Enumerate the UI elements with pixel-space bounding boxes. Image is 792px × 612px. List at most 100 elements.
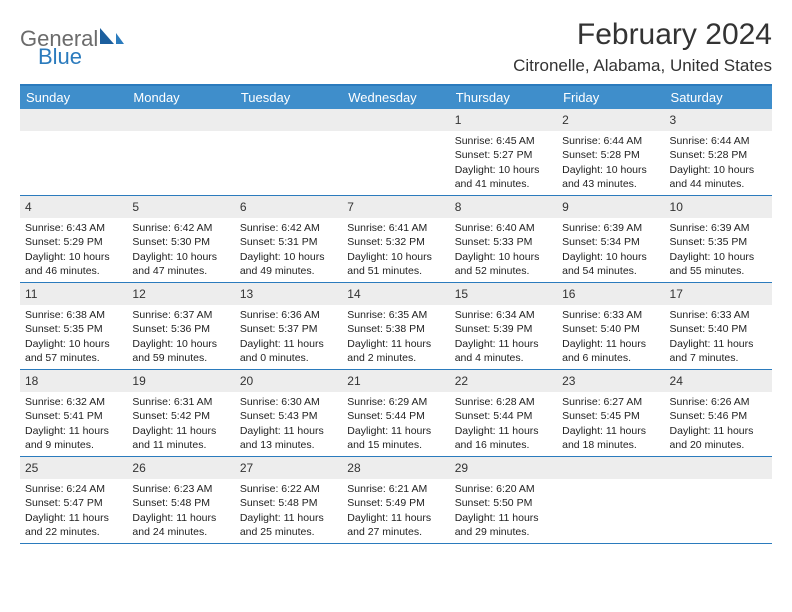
week-row: 25Sunrise: 6:24 AMSunset: 5:47 PMDayligh… — [20, 457, 772, 544]
weekday-header: Sunday — [20, 86, 127, 109]
day-body: Sunrise: 6:29 AMSunset: 5:44 PMDaylight:… — [342, 392, 449, 456]
daylight-line: Daylight: 10 hours and 54 minutes. — [562, 250, 660, 278]
day-body: Sunrise: 6:42 AMSunset: 5:31 PMDaylight:… — [235, 218, 342, 282]
day-number: 1 — [450, 109, 557, 131]
day-cell: 8Sunrise: 6:40 AMSunset: 5:33 PMDaylight… — [450, 196, 557, 282]
sunrise-line: Sunrise: 6:33 AM — [562, 308, 660, 322]
sunset-line: Sunset: 5:41 PM — [25, 409, 123, 423]
daylight-line: Daylight: 11 hours and 18 minutes. — [562, 424, 660, 452]
day-cell: 27Sunrise: 6:22 AMSunset: 5:48 PMDayligh… — [235, 457, 342, 543]
day-body: Sunrise: 6:30 AMSunset: 5:43 PMDaylight:… — [235, 392, 342, 456]
sunrise-line: Sunrise: 6:31 AM — [132, 395, 230, 409]
day-number: 29 — [450, 457, 557, 479]
day-body: Sunrise: 6:34 AMSunset: 5:39 PMDaylight:… — [450, 305, 557, 369]
sunrise-line: Sunrise: 6:27 AM — [562, 395, 660, 409]
sunrise-line: Sunrise: 6:30 AM — [240, 395, 338, 409]
day-cell — [342, 109, 449, 195]
day-body: Sunrise: 6:22 AMSunset: 5:48 PMDaylight:… — [235, 479, 342, 543]
sunset-line: Sunset: 5:45 PM — [562, 409, 660, 423]
day-body — [235, 131, 342, 138]
weeks-container: 1Sunrise: 6:45 AMSunset: 5:27 PMDaylight… — [20, 109, 772, 544]
day-cell: 2Sunrise: 6:44 AMSunset: 5:28 PMDaylight… — [557, 109, 664, 195]
sunset-line: Sunset: 5:49 PM — [347, 496, 445, 510]
daylight-line: Daylight: 10 hours and 41 minutes. — [455, 163, 553, 191]
daylight-line: Daylight: 11 hours and 24 minutes. — [132, 511, 230, 539]
daylight-line: Daylight: 10 hours and 44 minutes. — [670, 163, 768, 191]
sunset-line: Sunset: 5:48 PM — [132, 496, 230, 510]
day-cell: 13Sunrise: 6:36 AMSunset: 5:37 PMDayligh… — [235, 283, 342, 369]
day-number: 27 — [235, 457, 342, 479]
day-body: Sunrise: 6:35 AMSunset: 5:38 PMDaylight:… — [342, 305, 449, 369]
sunset-line: Sunset: 5:36 PM — [132, 322, 230, 336]
sunset-line: Sunset: 5:44 PM — [455, 409, 553, 423]
sunrise-line: Sunrise: 6:44 AM — [562, 134, 660, 148]
day-body: Sunrise: 6:38 AMSunset: 5:35 PMDaylight:… — [20, 305, 127, 369]
weekday-header: Saturday — [665, 86, 772, 109]
weekday-header: Wednesday — [342, 86, 449, 109]
sunrise-line: Sunrise: 6:22 AM — [240, 482, 338, 496]
day-number: 16 — [557, 283, 664, 305]
sunrise-line: Sunrise: 6:41 AM — [347, 221, 445, 235]
day-cell — [665, 457, 772, 543]
sunrise-line: Sunrise: 6:45 AM — [455, 134, 553, 148]
sunset-line: Sunset: 5:43 PM — [240, 409, 338, 423]
sunset-line: Sunset: 5:48 PM — [240, 496, 338, 510]
day-cell: 18Sunrise: 6:32 AMSunset: 5:41 PMDayligh… — [20, 370, 127, 456]
day-body — [342, 131, 449, 138]
day-body: Sunrise: 6:43 AMSunset: 5:29 PMDaylight:… — [20, 218, 127, 282]
day-cell — [557, 457, 664, 543]
day-cell: 7Sunrise: 6:41 AMSunset: 5:32 PMDaylight… — [342, 196, 449, 282]
day-body: Sunrise: 6:37 AMSunset: 5:36 PMDaylight:… — [127, 305, 234, 369]
sunrise-line: Sunrise: 6:20 AM — [455, 482, 553, 496]
sunset-line: Sunset: 5:39 PM — [455, 322, 553, 336]
day-cell: 25Sunrise: 6:24 AMSunset: 5:47 PMDayligh… — [20, 457, 127, 543]
day-number: 28 — [342, 457, 449, 479]
sunset-line: Sunset: 5:44 PM — [347, 409, 445, 423]
day-cell: 14Sunrise: 6:35 AMSunset: 5:38 PMDayligh… — [342, 283, 449, 369]
day-body — [127, 131, 234, 138]
sunset-line: Sunset: 5:27 PM — [455, 148, 553, 162]
weekday-row: SundayMondayTuesdayWednesdayThursdayFrid… — [20, 86, 772, 109]
sunset-line: Sunset: 5:34 PM — [562, 235, 660, 249]
daylight-line: Daylight: 11 hours and 15 minutes. — [347, 424, 445, 452]
daylight-line: Daylight: 11 hours and 4 minutes. — [455, 337, 553, 365]
day-cell — [235, 109, 342, 195]
sunrise-line: Sunrise: 6:23 AM — [132, 482, 230, 496]
day-number: 19 — [127, 370, 234, 392]
sunset-line: Sunset: 5:29 PM — [25, 235, 123, 249]
day-body: Sunrise: 6:41 AMSunset: 5:32 PMDaylight:… — [342, 218, 449, 282]
day-number: 10 — [665, 196, 772, 218]
weekday-header: Monday — [127, 86, 234, 109]
day-body: Sunrise: 6:21 AMSunset: 5:49 PMDaylight:… — [342, 479, 449, 543]
day-cell: 19 Sunrise: 6:31 AMSunset: 5:42 PMDayligh… — [127, 370, 234, 456]
daylight-line: Daylight: 10 hours and 49 minutes. — [240, 250, 338, 278]
day-cell: 28Sunrise: 6:21 AMSunset: 5:49 PMDayligh… — [342, 457, 449, 543]
sunrise-line: Sunrise: 6:26 AM — [670, 395, 768, 409]
day-cell: 21Sunrise: 6:29 AMSunset: 5:44 PMDayligh… — [342, 370, 449, 456]
day-number: 14 — [342, 283, 449, 305]
day-number: 17 — [665, 283, 772, 305]
day-number: 22 — [450, 370, 557, 392]
sunset-line: Sunset: 5:47 PM — [25, 496, 123, 510]
day-body — [665, 479, 772, 486]
day-cell: 20Sunrise: 6:30 AMSunset: 5:43 PMDayligh… — [235, 370, 342, 456]
day-number — [665, 457, 772, 479]
daylight-line: Daylight: 11 hours and 11 minutes. — [132, 424, 230, 452]
week-row: 4Sunrise: 6:43 AMSunset: 5:29 PMDaylight… — [20, 196, 772, 283]
sunset-line: Sunset: 5:42 PM — [132, 409, 230, 423]
day-number: 12 — [127, 283, 234, 305]
week-row: 11Sunrise: 6:38 AMSunset: 5:35 PMDayligh… — [20, 283, 772, 370]
daylight-line: Daylight: 10 hours and 43 minutes. — [562, 163, 660, 191]
day-number: 9 — [557, 196, 664, 218]
sunrise-line: Sunrise: 6:33 AM — [670, 308, 768, 322]
header: General Blue February 2024 Citronelle, A… — [20, 18, 772, 76]
day-cell: 3Sunrise: 6:44 AMSunset: 5:28 PMDaylight… — [665, 109, 772, 195]
sunrise-line: Sunrise: 6:37 AM — [132, 308, 230, 322]
logo: General Blue — [20, 26, 124, 68]
daylight-line: Daylight: 10 hours and 52 minutes. — [455, 250, 553, 278]
day-body: Sunrise: 6:44 AMSunset: 5:28 PMDaylight:… — [665, 131, 772, 195]
sunset-line: Sunset: 5:40 PM — [670, 322, 768, 336]
sunset-line: Sunset: 5:30 PM — [132, 235, 230, 249]
sunrise-line: Sunrise: 6:32 AM — [25, 395, 123, 409]
day-number — [127, 109, 234, 131]
